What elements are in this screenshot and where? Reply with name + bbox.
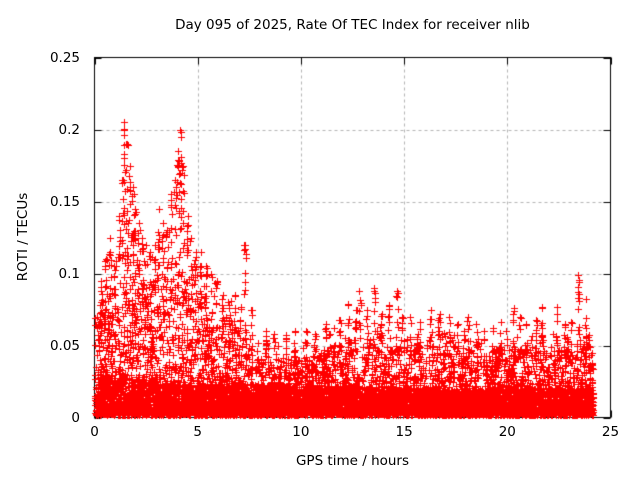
x-tick-label: 20	[498, 424, 516, 440]
y-tick-label: 0.2	[58, 121, 80, 138]
x-axis-label: GPS time / hours	[295, 453, 410, 469]
x-tick-label: 10	[292, 424, 310, 440]
x-tick-label: 5	[193, 424, 202, 440]
plot-title: Day 095 of 2025, Rate Of TEC Index for r…	[175, 17, 530, 33]
y-tick-label: 0.15	[49, 193, 80, 210]
y-axis-label: ROTI / TECUs	[15, 192, 31, 282]
y-tick-label: 0.05	[49, 337, 80, 354]
y-tick-label: 0.1	[58, 265, 80, 282]
x-tick-label: 0	[90, 424, 99, 440]
x-tick-label: 25	[601, 424, 620, 440]
y-tick-label: 0	[71, 409, 80, 426]
y-tick-label: 0.25	[49, 49, 80, 66]
x-tick-label: 15	[395, 424, 413, 440]
